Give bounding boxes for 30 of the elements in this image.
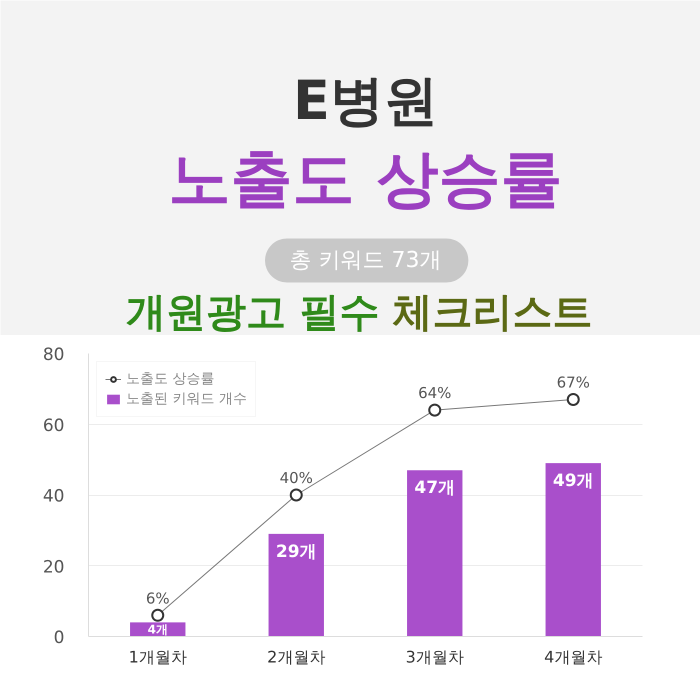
text: 체크리스트 [392,290,592,336]
data-label: 49개 [552,471,594,492]
x-tick-label: 4개월차 [544,648,602,666]
data-label: 29개 [276,542,317,562]
data-label: 47개 [414,478,456,498]
y-tick-label: 0 [54,628,65,648]
legend-label: 노출도 상승률 [126,370,214,388]
point [151,608,164,622]
x-tick-label: 3개월차 [406,648,464,666]
y-tick-label: 80 [42,345,65,365]
y-tick-label: 40 [42,486,65,506]
bar [407,470,462,636]
point [566,393,580,406]
x-tick-label: 2개월차 [267,648,326,666]
chart-subtitle: 노출도 상승률 [168,142,562,215]
bar [268,534,324,636]
point [290,488,303,502]
x-tick-label: 1개월차 [128,648,187,666]
y-tick-label: 20 [42,557,65,578]
data-label: 6% [146,589,170,608]
data-label: 64% [418,384,452,402]
y-tick-label: 60 [42,416,65,436]
text: 개원광고 필수 [126,290,380,336]
data-label: 4개 [148,622,168,636]
legend-label: 노출된 키워드 개수 [126,390,247,408]
chart-title: E병원 [293,69,438,132]
point [428,404,442,417]
bar [546,463,601,636]
data-label: 67% [556,373,590,392]
data-label: 40% [280,469,313,487]
